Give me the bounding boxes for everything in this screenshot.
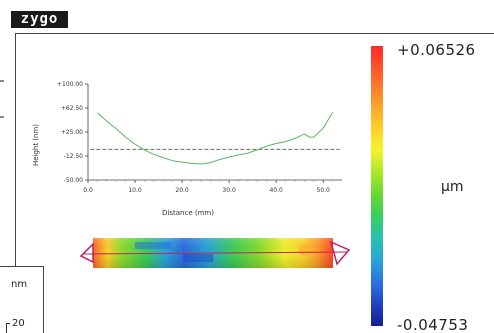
zygo-logo: zygo <box>11 11 68 28</box>
y-axis-label: Height (nm) <box>32 124 40 166</box>
x-tick-label: 40.0 <box>269 187 283 194</box>
y-tick-label: +100.00 <box>57 81 83 88</box>
color-scale-max: +0.06526 <box>397 41 476 59</box>
panel-side-mark <box>0 80 4 82</box>
legend-tick-mark <box>6 323 10 324</box>
color-scale-unit: µm <box>441 179 464 195</box>
height-profile-chart: +100.00 +62.50 +25.00 -12.50 -50.00 0.0 10.0 20… <box>32 81 342 217</box>
legend-tick-line <box>6 324 7 333</box>
surface-strip-map <box>79 238 351 268</box>
x-tick-label: 50.0 <box>317 187 331 194</box>
legend-unit: nm <box>11 279 28 290</box>
strip-low-region <box>135 242 171 249</box>
x-tick-label: 20.0 <box>175 187 189 194</box>
color-scale-min: -0.04753 <box>397 316 469 333</box>
x-axis-label: Distance (mm) <box>162 209 214 217</box>
strip-low-region <box>183 254 213 262</box>
color-scale-bar <box>371 46 383 326</box>
strip-high-spot <box>299 244 311 256</box>
map-panel <box>15 33 494 333</box>
profile-line <box>97 111 334 165</box>
profile-start-arrow <box>79 242 94 264</box>
x-tick-label: 30.0 <box>222 187 236 194</box>
y-tick-label: +62.50 <box>61 105 83 112</box>
legend-value: 20 <box>12 318 25 329</box>
chart-ticks: +100.00 +62.50 +25.00 -12.50 -50.00 0.0 10.0 20… <box>57 81 333 194</box>
y-tick-label: -50.00 <box>64 177 84 184</box>
y-tick-label: +25.00 <box>61 129 83 136</box>
y-tick-label: -12.50 <box>64 153 84 160</box>
panel-side-mark <box>0 116 4 118</box>
scale-legend-box: nm 20 <box>0 266 44 333</box>
x-tick-label: 10.0 <box>128 187 142 194</box>
profile-path-line <box>82 251 348 255</box>
x-tick-label: 0.0 <box>83 187 93 194</box>
chart-axes <box>87 84 342 181</box>
profile-end-arrow <box>329 240 351 266</box>
